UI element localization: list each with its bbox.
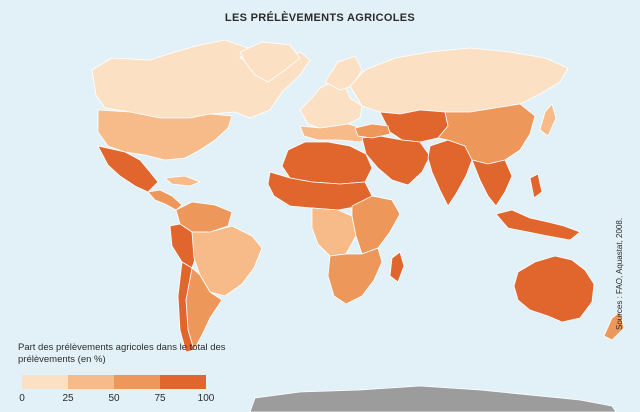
source-note: Sources : FAO, Aquastat, 2008. xyxy=(615,217,624,330)
region-australia xyxy=(513,255,595,323)
region-new-zealand xyxy=(603,311,625,341)
region-greenland xyxy=(239,41,301,83)
region-middle-east xyxy=(361,135,431,186)
region-chile xyxy=(177,261,195,353)
legend-bar xyxy=(22,375,206,389)
region-southeast-asia xyxy=(471,159,513,207)
region-north-africa xyxy=(281,141,373,185)
legend-swatch-0-25 xyxy=(22,375,68,389)
region-russia xyxy=(349,47,569,115)
region-usa xyxy=(97,109,233,161)
map-title: LES PRÉLÈVEMENTS AGRICOLES xyxy=(224,12,416,24)
region-brazil xyxy=(191,225,263,297)
region-scandinavia xyxy=(324,55,363,91)
legend-ticks: 0 25 50 75 100 xyxy=(19,393,215,405)
legend-tick-0: 0 xyxy=(19,393,25,404)
region-central-asia xyxy=(379,109,449,143)
region-philippines xyxy=(529,173,543,199)
region-madagascar xyxy=(389,251,405,283)
legend-title: Part des prélèvements agricoles dans le … xyxy=(18,342,226,365)
legend-tick-25: 25 xyxy=(62,393,74,404)
region-mexico xyxy=(97,145,159,193)
legend-swatch-50-75 xyxy=(114,375,160,389)
legend-tick-50: 50 xyxy=(108,393,120,404)
region-indonesia xyxy=(495,209,581,241)
legend: Part des prélèvements agricoles dans le … xyxy=(18,342,258,404)
region-central-america xyxy=(147,189,183,211)
legend-tick-75: 75 xyxy=(154,393,166,404)
legend-swatch-25-50 xyxy=(68,375,114,389)
region-southern-africa xyxy=(327,247,383,305)
region-japan xyxy=(539,103,557,137)
legend-tick-100: 100 xyxy=(197,393,215,404)
region-turkey xyxy=(354,123,391,139)
region-caribbean xyxy=(164,175,201,187)
region-india xyxy=(427,139,473,207)
legend-swatch-75-100 xyxy=(160,375,206,389)
region-antarctica xyxy=(249,385,617,412)
region-east-africa xyxy=(351,195,401,255)
region-central-africa xyxy=(311,207,357,257)
